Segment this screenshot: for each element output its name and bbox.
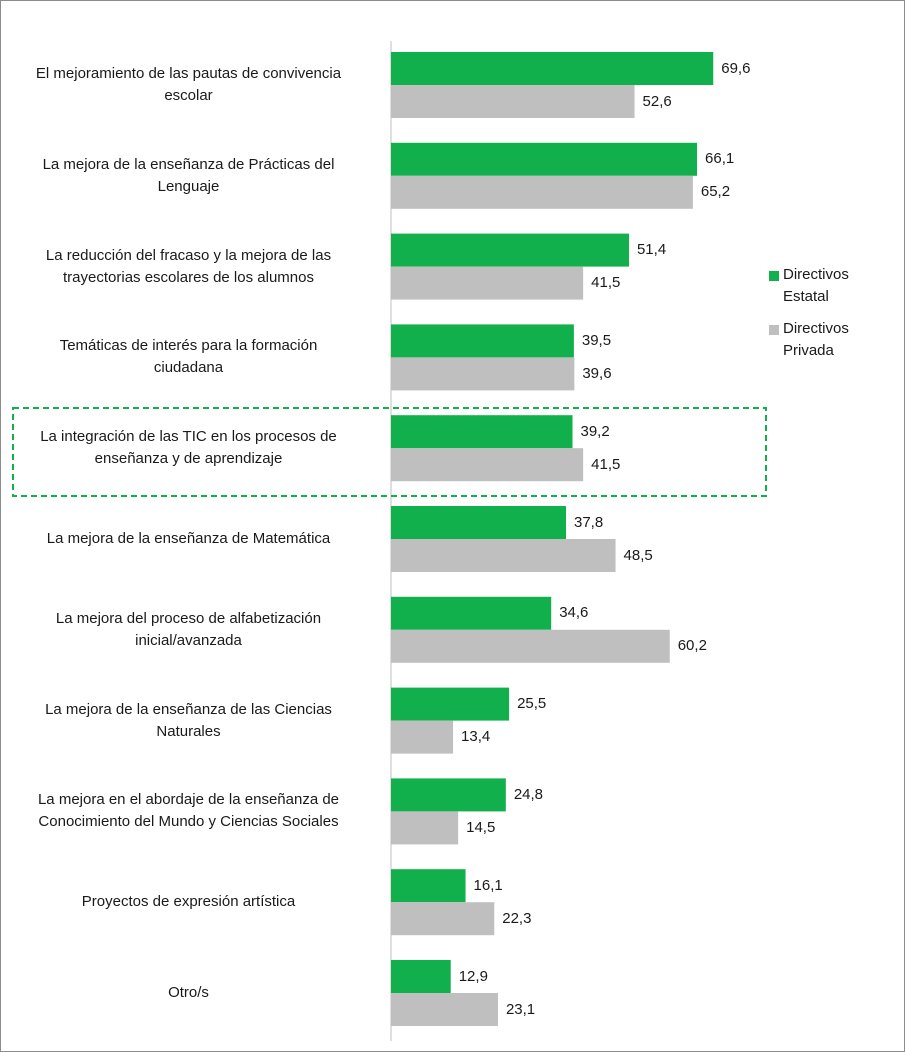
value-label: 48,5	[623, 546, 653, 564]
value-label: 13,4	[461, 728, 491, 746]
value-label: 22,3	[502, 909, 532, 927]
value-label: 60,2	[677, 637, 707, 655]
category-label: Proyectos de expresión artística	[81, 893, 296, 911]
value-label: 41,5	[591, 274, 621, 292]
value-label: 12,9	[458, 967, 488, 985]
bar	[391, 720, 454, 754]
bar	[391, 778, 506, 812]
category-label: La mejora en el abordaje de la enseñanza…	[37, 791, 340, 831]
bar	[391, 629, 670, 663]
bar	[391, 993, 498, 1026]
value-label: 39,2	[580, 422, 610, 440]
category-label: La mejora de la enseñanza de Matemática	[46, 530, 331, 547]
category-label: La mejora del proceso de alfabetización …	[55, 609, 322, 649]
value-label: 16,1	[473, 876, 503, 894]
value-label: 65,2	[700, 183, 731, 201]
bar	[391, 142, 698, 176]
value-label: 52,6	[642, 92, 672, 110]
value-label: 23,1	[505, 1000, 536, 1018]
value-label: 69,6	[721, 59, 751, 77]
bar	[391, 506, 567, 539]
legend-label: Directivos Privada	[783, 320, 849, 359]
category-label: La mejora de la enseñanza de Prácticas d…	[42, 155, 335, 195]
category-label: La mejora de la enseñanza de las Ciencia…	[45, 700, 332, 740]
value-label: 24,8	[513, 785, 544, 803]
value-label: 25,5	[517, 695, 547, 713]
bar	[391, 448, 584, 482]
value-label: 41,5	[591, 455, 621, 473]
value-label: 37,8	[574, 513, 604, 531]
legend-label: Directivos Estatal	[783, 266, 849, 305]
value-label: 34,6	[559, 604, 589, 622]
bar	[391, 415, 573, 449]
bar	[391, 52, 714, 85]
bar	[391, 960, 451, 993]
bar	[391, 687, 510, 721]
value-label: 14,5	[466, 818, 496, 836]
legend-swatch	[769, 271, 779, 281]
bar	[391, 266, 584, 300]
category-label: La reducción del fracaso y la mejora de …	[45, 246, 332, 286]
bar	[391, 324, 574, 358]
legend-swatch	[769, 325, 779, 335]
category-label: El mejoramiento de las pautas de convive…	[35, 65, 342, 104]
bar	[391, 233, 629, 267]
bar	[391, 902, 495, 936]
value-label: 66,1	[705, 150, 735, 168]
bar	[391, 811, 459, 845]
bar	[391, 175, 693, 209]
value-label: 51,4	[636, 241, 667, 259]
bar	[391, 539, 616, 572]
value-label: 39,5	[581, 331, 612, 349]
bar	[391, 357, 575, 391]
category-label: La integración de las TIC en los proceso…	[40, 428, 337, 468]
category-label: Otro/s	[168, 984, 209, 1001]
category-label: Temáticas de interés para la formación c…	[59, 337, 318, 377]
bar	[391, 869, 466, 903]
bar	[391, 596, 552, 630]
value-label: 39,6	[582, 364, 612, 382]
bar	[391, 85, 635, 118]
